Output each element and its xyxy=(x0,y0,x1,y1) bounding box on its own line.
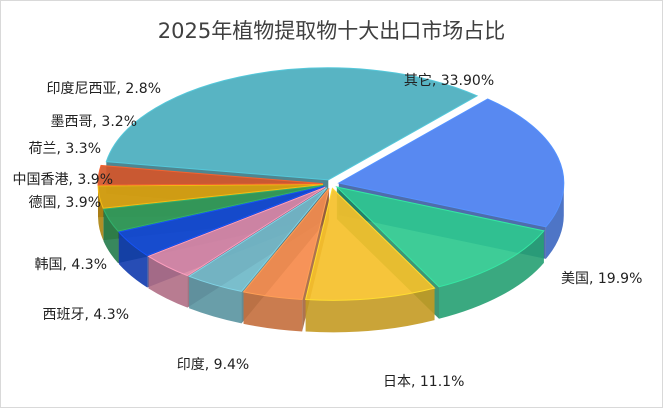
slice-label-7: 荷兰, 3.3% xyxy=(29,141,101,157)
slice-side-3 xyxy=(243,291,303,332)
slice-2 xyxy=(304,187,436,301)
slice-7 xyxy=(102,184,324,232)
slice-label-1: 日本, 11.1% xyxy=(383,374,464,390)
slice-label-10: 其它, 33.90% xyxy=(404,72,494,89)
slice-label-5: 德国, 3.9% xyxy=(29,195,101,211)
slice-label-8: 墨西哥, 3.2% xyxy=(51,114,137,130)
chart-title: 2025年植物提取物十大出口市场占比 xyxy=(157,19,506,43)
slice-label-6: 中国香港, 3.9% xyxy=(13,172,113,188)
slice-10 xyxy=(105,67,479,181)
slice-9 xyxy=(97,164,324,186)
slice-4 xyxy=(187,187,328,292)
slice-side-7 xyxy=(103,209,119,264)
slice-side-6 xyxy=(118,232,148,288)
slice-label-4: 韩国, 4.3% xyxy=(35,257,107,273)
slice-5 xyxy=(147,186,326,277)
slice-label-2: 印度, 9.4% xyxy=(177,357,249,373)
slice-label-3: 西班牙, 4.3% xyxy=(43,307,129,323)
slice-0 xyxy=(337,98,565,228)
slice-label-0: 美国, 19.9% xyxy=(561,271,642,287)
pie-tops xyxy=(97,67,565,301)
slice-3 xyxy=(242,187,330,300)
slice-6 xyxy=(117,185,325,257)
slice-side-5 xyxy=(148,256,188,308)
slice-1 xyxy=(335,186,545,288)
slice-side-1 xyxy=(438,230,544,319)
slice-label-9: 印度尼西亚, 2.8% xyxy=(47,81,161,97)
slice-side-8 xyxy=(98,185,104,241)
slice-8 xyxy=(97,183,324,209)
slice-side-0 xyxy=(545,183,564,259)
slice-side-2 xyxy=(305,288,435,333)
slice-side-4 xyxy=(189,276,242,324)
